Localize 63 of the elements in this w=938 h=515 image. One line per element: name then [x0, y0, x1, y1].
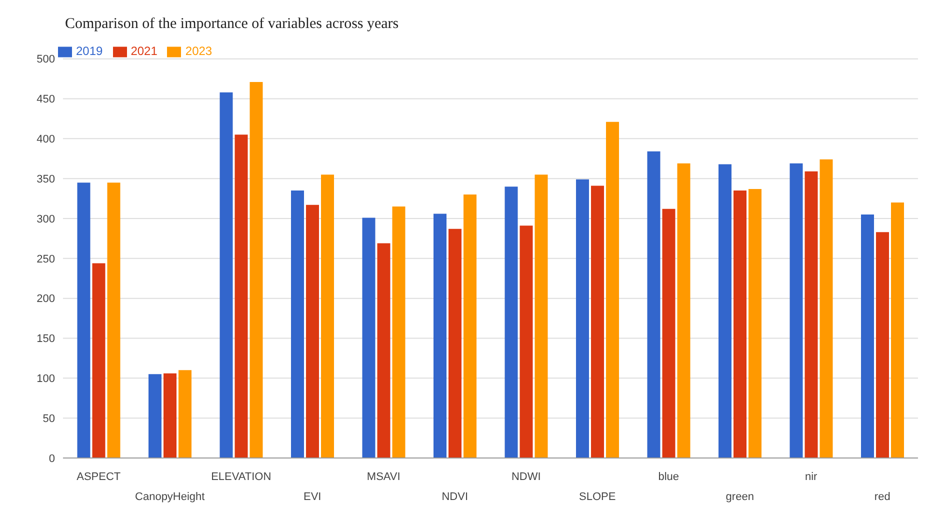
bar: [534, 174, 548, 458]
legend-label: 2023: [185, 44, 212, 58]
legend-label: 2021: [130, 44, 158, 58]
bar: [362, 218, 376, 458]
bar: [92, 263, 106, 458]
bar: [748, 188, 762, 458]
x-tick-label: red: [874, 491, 890, 503]
y-tick-label: 450: [36, 94, 55, 106]
bar: [606, 122, 619, 458]
bar: [434, 214, 446, 458]
bar: [804, 171, 818, 458]
bar: [677, 163, 690, 458]
bar: [576, 179, 589, 458]
bar: [647, 151, 660, 458]
bar: [291, 190, 304, 458]
x-tick-label: MSAVI: [366, 471, 400, 483]
bar: [591, 186, 604, 458]
y-tick-label: 50: [42, 412, 55, 425]
bar: [520, 226, 533, 458]
bar: [734, 190, 746, 458]
bar: [148, 374, 162, 458]
bar: [377, 243, 390, 458]
x-tick-label: ELEVATION: [211, 471, 272, 483]
y-tick-label: 400: [36, 134, 55, 146]
y-tick-label: 350: [36, 173, 55, 186]
bar: [306, 204, 319, 458]
bar: [448, 228, 462, 458]
x-tick-label: green: [726, 491, 754, 503]
bar: [891, 202, 904, 458]
bar: [321, 174, 334, 458]
y-tick-label: 250: [36, 253, 55, 266]
bar: [234, 134, 248, 458]
x-tick-label: NDWI: [511, 471, 541, 483]
bar: [164, 373, 176, 458]
bar: [77, 182, 90, 458]
bar: [220, 92, 233, 458]
x-tick-label: nir: [805, 471, 818, 483]
bar: [107, 182, 120, 458]
y-tick-label: 0: [48, 452, 55, 465]
x-tick-label: SLOPE: [579, 491, 616, 503]
bar: [861, 214, 874, 458]
bar: [718, 164, 732, 458]
bar: [504, 186, 518, 458]
bar: [464, 194, 476, 458]
y-tick-label: 100: [36, 373, 55, 386]
x-tick-label: CanopyHeight: [135, 491, 205, 503]
x-tick-label: ASPECT: [76, 471, 121, 483]
y-tick-label: 150: [36, 333, 55, 346]
legend-label: 2019: [76, 44, 103, 58]
bar: [662, 208, 676, 458]
bar: [392, 206, 406, 458]
bar: [820, 159, 833, 458]
bar: [790, 163, 803, 458]
bar: [876, 232, 889, 458]
x-tick-label: EVI: [304, 491, 322, 503]
chart-title: Comparison of the importance of variables across years: [65, 16, 399, 33]
y-tick-label: 300: [36, 213, 55, 226]
x-tick-label: blue: [658, 471, 680, 483]
x-tick-label: NDVI: [442, 491, 468, 503]
bar: [178, 370, 192, 458]
bar: [250, 82, 263, 458]
y-tick-label: 500: [36, 54, 55, 66]
y-tick-label: 200: [36, 293, 55, 306]
